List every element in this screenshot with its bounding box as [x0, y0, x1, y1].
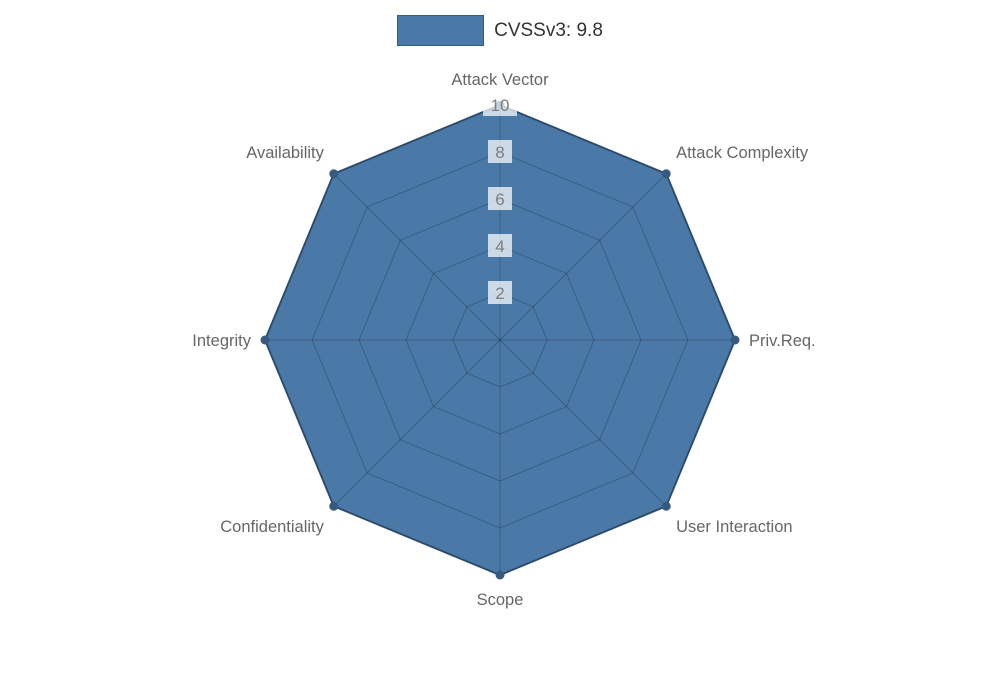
axis-label: Confidentiality [220, 518, 324, 536]
tick-backdrop [488, 187, 512, 210]
axis-label: Attack Vector [451, 71, 549, 89]
legend-item[interactable]: CVSSv3: 9.8 [0, 15, 1000, 46]
axis-label: Attack Complexity [676, 144, 809, 162]
data-point [329, 169, 339, 179]
grid-ring [358, 198, 642, 482]
angle-line [333, 339, 501, 507]
angle-line [499, 173, 667, 341]
tick-backdrop [483, 93, 517, 116]
data-point [661, 501, 671, 511]
data-point [329, 501, 339, 511]
data-point [730, 335, 740, 345]
tick-label: 2 [495, 284, 504, 303]
data-point [495, 570, 505, 580]
data-point [661, 169, 671, 179]
axis-label: Integrity [192, 332, 251, 350]
legend-swatch-icon [397, 15, 485, 46]
tick-backdrop [488, 234, 512, 257]
tick-backdrop [488, 281, 512, 304]
angle-line [333, 173, 501, 341]
axis-label: User Interaction [676, 518, 792, 536]
tick-label: 8 [495, 143, 504, 162]
grid-ring [311, 151, 689, 529]
tick-label: 4 [495, 237, 504, 256]
axis-label: Priv.Req. [749, 332, 816, 350]
grid-ring [405, 245, 595, 435]
axis-label: Scope [477, 591, 524, 609]
tick-label: 6 [495, 190, 504, 209]
grid-ring [452, 292, 548, 388]
tick-label: 10 [491, 96, 510, 115]
angle-line [499, 339, 667, 507]
data-point [260, 335, 270, 345]
axis-label: Availability [246, 144, 324, 162]
legend-label: CVSSv3: 9.8 [494, 20, 603, 41]
tick-backdrop [488, 140, 512, 163]
